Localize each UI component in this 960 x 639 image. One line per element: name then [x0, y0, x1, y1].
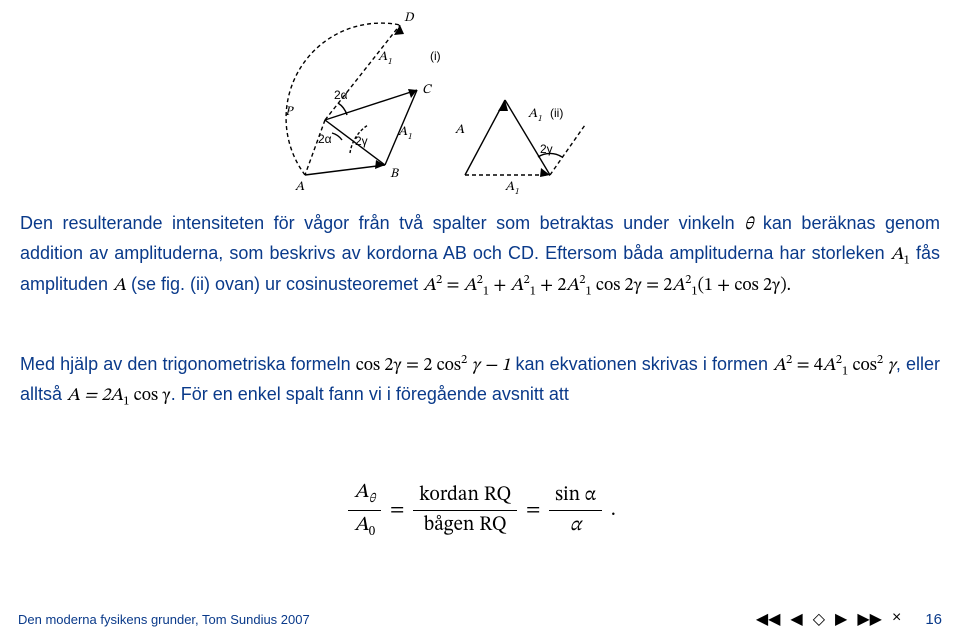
nav-next-icon[interactable]: ▶	[835, 609, 847, 629]
label-2gamma-left: 2γ	[355, 134, 368, 148]
label-2alpha-top: 2α	[334, 88, 348, 102]
label-i: (i)	[430, 49, 441, 63]
page-number: 16	[925, 611, 942, 628]
equation-ratio: Aθ A0 = kordan RQ bågen RQ = sin α α .	[0, 480, 960, 541]
label-A-right: A	[455, 124, 465, 137]
paragraph-2: Med hjälp av den trigonometriska formeln…	[20, 350, 940, 411]
label-A1-right-top: A1	[528, 108, 542, 124]
nav-first-icon[interactable]: ◀◀	[756, 609, 781, 629]
figure-diagram: D A1 (i) P 2α 2α 2γ C A1 B A A A1 (ii) 2…	[250, 5, 600, 195]
label-A1-right-bot: A1	[505, 181, 519, 195]
label-ii: (ii)	[550, 106, 563, 120]
label-D: D	[404, 12, 415, 25]
nav-close-icon[interactable]: ×	[892, 609, 901, 629]
label-A1-top: A1	[378, 51, 392, 67]
label-2gamma-right: 2γ	[540, 142, 553, 156]
footer-nav: ◀◀ ◀ ◇ ▶ ▶▶ × 16	[756, 609, 942, 629]
label-2alpha-bot: 2α	[318, 132, 332, 146]
paragraph-1: Den resulterande intensiteten för vågor …	[20, 210, 940, 301]
label-P: P	[285, 106, 294, 119]
label-C: C	[422, 84, 433, 97]
nav-prev-icon[interactable]: ◀	[790, 609, 802, 629]
nav-outline-icon[interactable]: ◇	[813, 609, 825, 629]
footer-credit: Den moderna fysikens grunder, Tom Sundiu…	[18, 612, 310, 627]
nav-last-icon[interactable]: ▶▶	[857, 609, 882, 629]
label-A1-mid: A1	[398, 126, 412, 142]
label-A-bot: A	[295, 181, 305, 194]
label-B: B	[390, 168, 400, 181]
